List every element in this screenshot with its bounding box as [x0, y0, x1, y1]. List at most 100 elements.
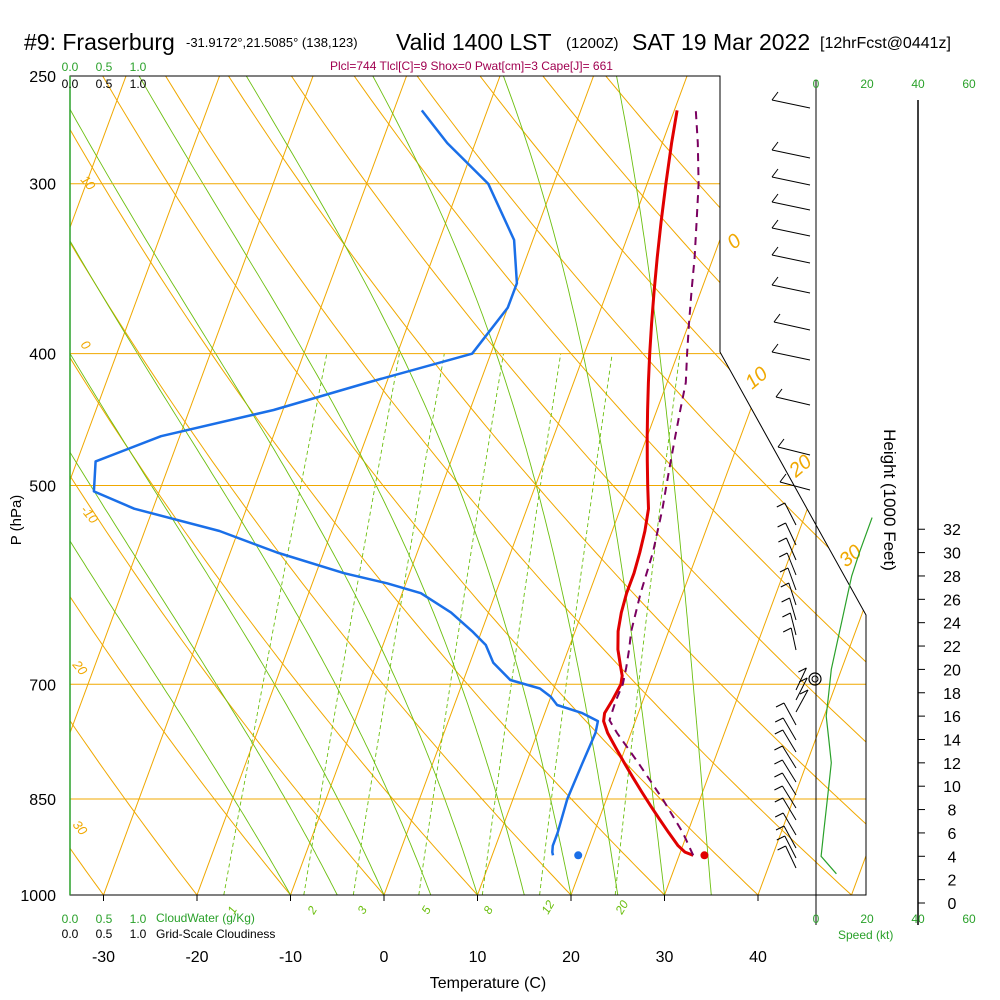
- height-axis-title: Height (1000 Feet): [880, 429, 899, 571]
- height-tick: 8: [948, 803, 957, 820]
- wind-barb-flag: [775, 825, 785, 831]
- temp-tick: 30: [656, 949, 674, 966]
- wind-barb-shaft: [785, 537, 797, 561]
- temp-tick: 10: [469, 949, 487, 966]
- moist-adiabat: [138, 76, 525, 895]
- wind-barb-flag: [771, 246, 779, 256]
- speed-tick-top: 40: [911, 77, 925, 91]
- height-tick: 10: [943, 779, 961, 796]
- wind-barb-flag: [774, 812, 784, 818]
- pressure-tick: 250: [29, 69, 56, 86]
- wind-speed-line: [820, 517, 873, 875]
- wind-barb-shaft: [784, 835, 797, 859]
- wind-barb-shaft: [790, 627, 797, 651]
- wind-barb-shaft: [783, 825, 797, 849]
- speed-tick-bottom: 60: [962, 912, 976, 926]
- moist-adiabat: [372, 76, 619, 895]
- valid-time: Valid 1400 LST: [396, 29, 552, 55]
- wind-barb-flag: [774, 717, 784, 723]
- surface-temperature-dot: [700, 851, 709, 860]
- moist-adiabat: [70, 76, 432, 895]
- temp-tick: 20: [562, 949, 580, 966]
- temperature-line: [602, 110, 694, 857]
- height-tick: 30: [943, 546, 961, 563]
- dry-adiabat: [228, 76, 866, 895]
- cloud-tick-top: 1.0: [130, 77, 147, 91]
- pressure-tick: 1000: [20, 888, 56, 905]
- y-axis-title: P (hPa): [8, 495, 25, 546]
- station-coords: -31.9172°,21.5085° (138,123): [186, 35, 358, 50]
- wind-barb-flag: [777, 438, 785, 448]
- speed-tick-bottom: 20: [860, 912, 874, 926]
- height-tick: 2: [948, 873, 957, 890]
- wind-barb-shaft: [789, 597, 797, 621]
- wind-barb-shaft: [781, 745, 797, 769]
- isotherm: [70, 76, 220, 895]
- wind-barb-flag: [798, 677, 808, 683]
- speed-tick-top: 20: [860, 77, 874, 91]
- wind-barb-flag: [771, 193, 779, 203]
- wind-panel: [771, 91, 873, 875]
- valid-date: SAT 19 Mar 2022: [632, 29, 810, 55]
- wind-barb-shaft: [787, 567, 797, 591]
- moist-adiabat: [70, 76, 291, 895]
- wind-barb-flag: [775, 702, 785, 708]
- speed-tick-bottom: 40: [911, 912, 925, 926]
- wind-barb-flag: [774, 785, 783, 791]
- dry-adiabat: [165, 76, 852, 895]
- wind-barb-flag: [777, 522, 786, 528]
- temp-tick: -20: [185, 949, 208, 966]
- wind-barb-flag: [771, 219, 779, 229]
- wind-barb-shaft: [771, 351, 811, 361]
- wind-barb-flag: [774, 797, 784, 803]
- mixing-ratio-label: 20: [612, 898, 631, 918]
- wind-barb-flag: [774, 759, 783, 765]
- wind-barb-shaft: [771, 99, 811, 109]
- calm-wind-circle: [808, 672, 822, 686]
- cloudiness-label: Grid-Scale Cloudiness: [156, 927, 275, 941]
- height-tick: 6: [948, 826, 957, 843]
- wind-barb-flag: [776, 835, 786, 841]
- moist-adiabat: [70, 76, 385, 895]
- wind-barb-shaft: [788, 582, 797, 606]
- dry-adiabat: [70, 76, 665, 895]
- wind-barb-flag: [776, 502, 786, 508]
- plot-frame: [69, 75, 919, 925]
- x-axis-title: Temperature (C): [430, 975, 546, 992]
- moist-adiabat: [502, 76, 665, 895]
- parcel-line: [608, 110, 700, 856]
- wind-barb-shaft: [771, 254, 811, 264]
- height-tick: 0: [948, 896, 957, 913]
- dry-adiabat: [416, 76, 866, 895]
- wind-barb-flag: [771, 276, 779, 286]
- wind-barb-shaft: [782, 797, 797, 821]
- height-tick: 26: [943, 592, 961, 609]
- wind-barb-shaft: [777, 446, 811, 456]
- pressure-tick: 500: [29, 479, 56, 496]
- speed-tick-top: 0: [813, 77, 820, 91]
- pressure-tick: 850: [29, 792, 56, 809]
- wind-barb-shaft: [782, 717, 797, 741]
- wind-barb-shaft: [795, 689, 809, 713]
- skewt-grid: [70, 76, 866, 895]
- wind-barb-shaft: [781, 772, 797, 796]
- wind-barb-shaft: [785, 522, 797, 546]
- wind-barb-flag: [771, 91, 779, 101]
- moist-adiabat: [70, 76, 338, 895]
- wind-barb-flag: [799, 689, 809, 695]
- pressure-tick: 700: [29, 677, 56, 694]
- wind-barb-shaft: [785, 845, 797, 869]
- cloud-tick-bottom: 0.0: [62, 927, 79, 941]
- temp-tick: 0: [380, 949, 389, 966]
- cloud-tick-bottom: 0.5: [96, 927, 113, 941]
- wind-barb-flag: [771, 343, 779, 353]
- height-tick: 16: [943, 709, 961, 726]
- temp-tick: -10: [279, 949, 302, 966]
- mixing-ratio-label: 12: [538, 898, 557, 917]
- height-tick: 32: [943, 522, 961, 539]
- wind-barb-shaft: [786, 552, 797, 576]
- wind-barb-shaft: [789, 612, 797, 636]
- cloud-tick-bottom-green: 0.0: [62, 912, 79, 926]
- isotherm: [70, 76, 127, 895]
